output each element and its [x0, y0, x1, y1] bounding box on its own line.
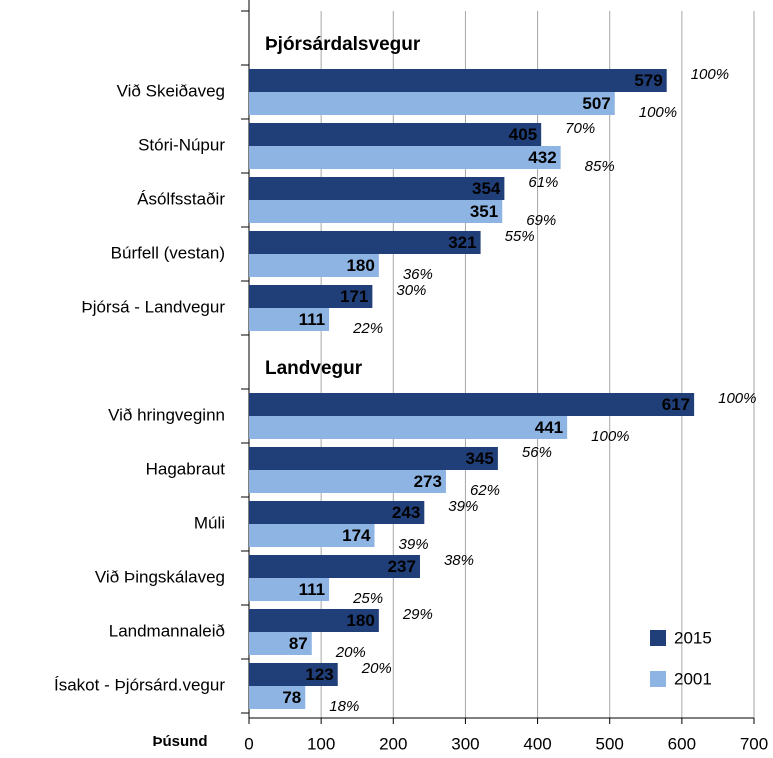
bar	[249, 123, 542, 146]
value-label: 405	[509, 125, 537, 144]
share-label: 18%	[329, 698, 359, 715]
value-label: 617	[662, 395, 690, 414]
share-label: 38%	[444, 552, 474, 569]
share-label: 85%	[585, 158, 615, 175]
value-label: 273	[414, 472, 442, 491]
bar	[249, 663, 338, 686]
value-label: 171	[340, 287, 368, 306]
share-label: 22%	[352, 320, 383, 337]
bar	[249, 393, 695, 416]
bar	[249, 308, 330, 331]
bar	[249, 524, 375, 547]
share-label: 100%	[591, 428, 629, 445]
value-label: 237	[388, 557, 416, 576]
bar	[249, 69, 667, 92]
value-label: 123	[305, 665, 333, 684]
share-label: 39%	[399, 536, 429, 553]
legend-label: 2001	[674, 669, 712, 688]
share-label: 100%	[639, 104, 677, 121]
y-tick-label: Hagabraut	[146, 459, 226, 478]
bar	[249, 231, 481, 254]
x-tick-label: 500	[596, 734, 624, 753]
bar	[249, 92, 615, 115]
share-label: 20%	[335, 644, 366, 661]
value-label: 78	[282, 688, 301, 707]
share-label: 56%	[522, 444, 552, 461]
bar	[249, 447, 498, 470]
share-label: 30%	[396, 282, 426, 299]
bar	[249, 285, 373, 308]
bar	[249, 632, 312, 655]
share-label: 36%	[403, 266, 433, 283]
value-label: 87	[289, 634, 308, 653]
bar	[249, 501, 425, 524]
y-tick-label: Búrfell (vestan)	[111, 243, 225, 262]
bar	[249, 470, 446, 493]
value-label: 243	[392, 503, 420, 522]
value-label: 321	[448, 233, 476, 252]
share-label: 55%	[505, 228, 535, 245]
share-label: 70%	[565, 120, 595, 137]
share-label: 29%	[402, 606, 433, 623]
bar	[249, 609, 379, 632]
x-tick-label: 400	[523, 734, 551, 753]
share-label: 100%	[718, 390, 756, 407]
bar	[249, 200, 503, 223]
x-tick-label: 0	[244, 734, 253, 753]
y-tick-label: Við Þingskálaveg	[95, 567, 225, 586]
bar	[249, 686, 306, 709]
y-tick-label: Landmannaleið	[109, 621, 225, 640]
y-tick-label: Við Skeiðaveg	[117, 81, 225, 100]
share-label: 100%	[691, 66, 729, 83]
y-tick-label: Ásólfsstaðir	[137, 189, 225, 208]
share-label: 20%	[361, 660, 392, 677]
value-label: 441	[535, 418, 563, 437]
section-header: Landvegur	[265, 358, 363, 379]
value-label: 432	[528, 148, 556, 167]
legend-label: 2015	[674, 628, 712, 647]
x-tick-label: 600	[668, 734, 696, 753]
bar	[249, 146, 561, 169]
x-tick-label: 100	[307, 734, 335, 753]
section-header: Þjórsárdalsvegur	[265, 34, 421, 55]
bar	[249, 177, 505, 200]
x-tick-label: 300	[451, 734, 479, 753]
share-label: 25%	[352, 590, 383, 607]
value-label: 345	[466, 449, 494, 468]
x-axis-label: Þúsund	[153, 733, 208, 750]
legend-swatch	[650, 630, 666, 646]
share-label: 61%	[528, 174, 558, 191]
x-tick-label: 700	[740, 734, 768, 753]
y-tick-label: Stóri-Núpur	[138, 135, 225, 154]
bar	[249, 416, 568, 439]
value-label: 507	[582, 94, 610, 113]
bar	[249, 555, 420, 578]
share-label: 39%	[448, 498, 478, 515]
value-label: 111	[299, 580, 326, 599]
share-label: 69%	[526, 212, 556, 229]
value-label: 180	[346, 256, 374, 275]
value-label: 351	[470, 202, 498, 221]
legend-swatch	[650, 671, 666, 687]
value-label: 174	[342, 526, 371, 545]
y-tick-label: Ísakot - Þjórsárd.vegur	[54, 675, 225, 694]
value-label: 180	[346, 611, 374, 630]
value-label: 111	[299, 310, 326, 329]
x-tick-label: 200	[379, 734, 407, 753]
y-tick-label: Þjórsá - Landvegur	[81, 297, 225, 316]
share-label: 62%	[470, 482, 500, 499]
value-label: 579	[634, 71, 662, 90]
bar	[249, 254, 379, 277]
bar	[249, 578, 330, 601]
y-tick-label: Múli	[194, 513, 225, 532]
y-tick-label: Við hringveginn	[108, 405, 225, 424]
value-label: 354	[472, 179, 501, 198]
